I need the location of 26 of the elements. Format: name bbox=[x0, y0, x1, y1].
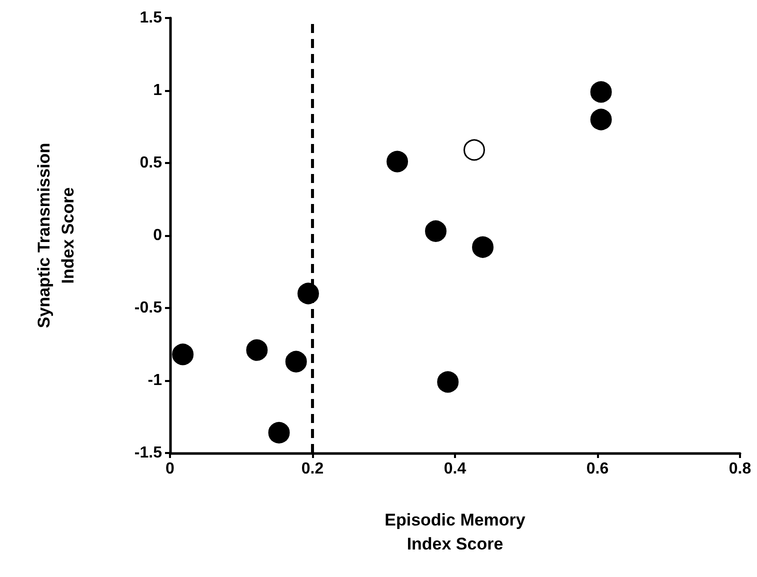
point bbox=[268, 422, 290, 444]
point bbox=[246, 339, 268, 361]
y-tick-label: 1.5 bbox=[140, 10, 162, 26]
y-tick-label: 1 bbox=[153, 82, 162, 99]
y-tick-label: 0 bbox=[153, 227, 162, 244]
point bbox=[590, 81, 612, 103]
x-axis-title: Episodic Memory Index Score bbox=[384, 510, 526, 554]
x-tick-label: 0.4 bbox=[444, 460, 466, 478]
y-tick-label: -1.5 bbox=[134, 444, 162, 462]
point bbox=[425, 220, 447, 242]
y-tick-label: -1 bbox=[148, 372, 162, 389]
x-tick-label: 0.2 bbox=[301, 460, 324, 478]
x-tick-label: 0 bbox=[166, 460, 175, 478]
y-tick-label: 0.5 bbox=[140, 154, 162, 172]
x-tick-label: 0.8 bbox=[728, 460, 752, 478]
y-tick-label: -0.5 bbox=[134, 300, 162, 316]
point bbox=[590, 108, 612, 130]
point bbox=[285, 350, 307, 372]
point bbox=[464, 139, 485, 161]
point bbox=[297, 282, 319, 304]
y-axis-title: Synaptic Transmission Index Score bbox=[34, 142, 78, 328]
point bbox=[386, 150, 408, 172]
point bbox=[472, 236, 494, 258]
point bbox=[172, 344, 194, 366]
x-tick-label: 0.6 bbox=[586, 460, 609, 478]
point bbox=[437, 371, 459, 393]
